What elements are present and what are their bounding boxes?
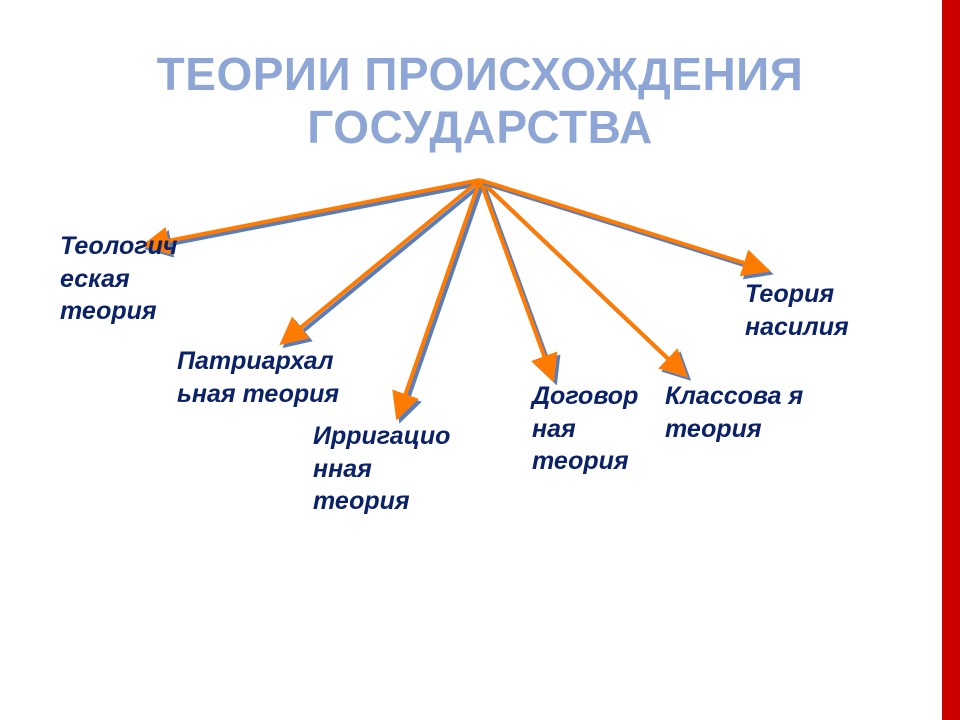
arrow-shadow	[483, 183, 553, 375]
arrow	[480, 180, 760, 268]
arrow	[480, 180, 550, 372]
arrow-shadow	[483, 183, 683, 373]
arrow-shadow	[403, 183, 483, 413]
theory-node: Патриархал ьная теория	[177, 345, 367, 410]
theory-node: Договор ная теория	[532, 380, 672, 478]
arrow	[480, 180, 680, 370]
theory-node: Теория насилия	[745, 278, 885, 343]
theory-node: Классова я теория	[665, 380, 810, 445]
slide: ТЕОРИИ ПРОИСХОЖДЕНИЯ ГОСУДАРСТВА Теологи…	[0, 0, 960, 720]
theory-node: Теологич еская теория	[60, 230, 210, 328]
arrow-shadow	[291, 183, 483, 341]
arrow	[400, 180, 480, 410]
slide-title: ТЕОРИИ ПРОИСХОЖДЕНИЯ ГОСУДАРСТВА	[0, 48, 960, 154]
arrow	[288, 180, 480, 338]
theory-node: Ирригацио нная теория	[313, 420, 473, 518]
arrow-shadow	[483, 183, 763, 271]
